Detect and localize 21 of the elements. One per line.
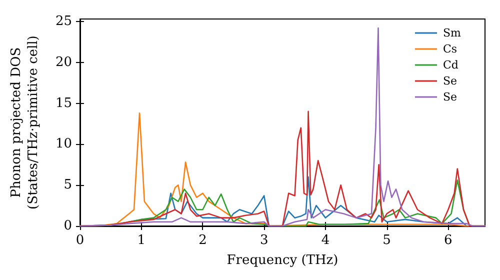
x-tick-label: 0 bbox=[76, 233, 84, 248]
legend-label: Cd bbox=[443, 58, 458, 72]
x-tick-label: 6 bbox=[444, 233, 452, 248]
x-tick-label: 5 bbox=[382, 233, 391, 248]
x-tick-label: 3 bbox=[260, 233, 268, 248]
x-tick-label: 1 bbox=[137, 233, 146, 248]
legend-label: Sm bbox=[443, 26, 462, 40]
x-axis-title: Frequency (THz) bbox=[226, 252, 338, 268]
y-tick-label: 0 bbox=[64, 218, 72, 234]
y-tick-label: 10 bbox=[55, 136, 72, 152]
x-tick-label: 2 bbox=[198, 233, 207, 248]
y-tick-label: 25 bbox=[55, 14, 72, 29]
y-tick-label: 5 bbox=[64, 178, 72, 193]
legend-label: Cs bbox=[443, 42, 458, 56]
legend-label: Se bbox=[443, 74, 458, 88]
y-tick-label: 15 bbox=[55, 96, 72, 111]
y-axis-title: Phonon projected DOS (States/THz·primitive cell) bbox=[9, 35, 41, 210]
x-tick-label: 4 bbox=[321, 233, 330, 248]
legend-label: Se bbox=[443, 90, 458, 104]
line-series bbox=[79, 27, 486, 227]
y-tick-label: 20 bbox=[55, 54, 72, 70]
